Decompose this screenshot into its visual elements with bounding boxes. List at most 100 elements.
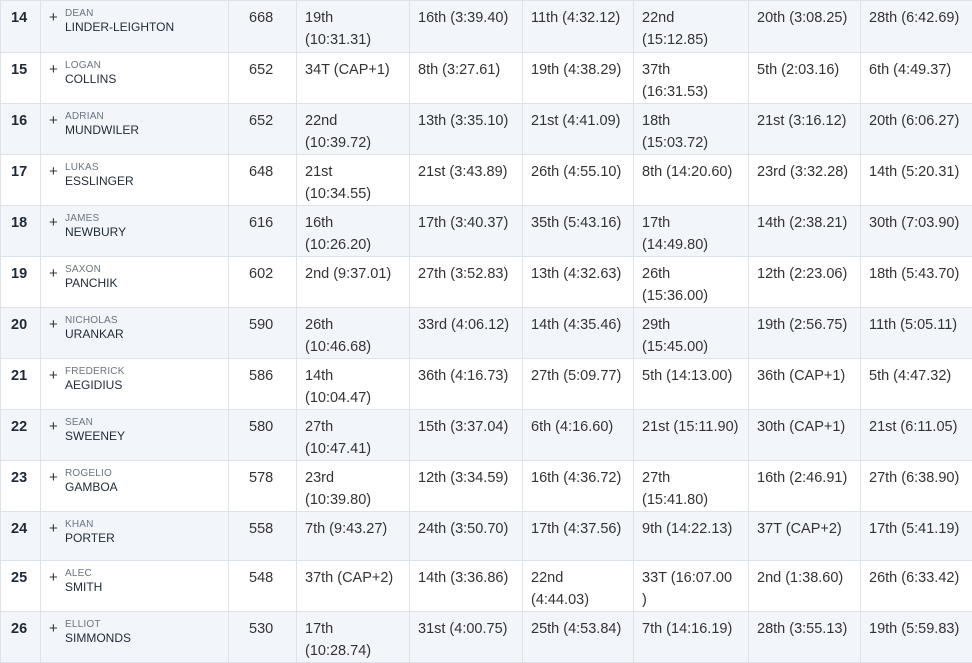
event-3-result-cell: 26th (4:55.10) xyxy=(523,155,634,206)
athlete-first-name: NICHOLAS xyxy=(65,315,124,326)
event-5-result-cell: 20th (3:08.25) xyxy=(749,1,861,53)
event-4-result-cell: 9th (14:22.13) xyxy=(634,512,749,561)
event-4-result-cell: 18th (15:03.72) xyxy=(634,104,749,155)
athlete-last-name: SMITH xyxy=(65,579,102,595)
event-5-result-cell: 30th (CAP+1) xyxy=(749,410,861,461)
rank-cell: 24 xyxy=(1,512,41,561)
athlete-last-name: PANCHIK xyxy=(65,275,117,291)
event-3-result-cell: 27th (5:09.77) xyxy=(523,359,634,410)
athlete-last-name: SIMMONDS xyxy=(65,630,131,646)
event-4-result-cell: 37th (16:31.53) xyxy=(634,53,749,104)
event-6-result-cell: 6th (4:49.37) xyxy=(861,53,972,104)
expand-plus-icon[interactable]: + xyxy=(49,467,65,489)
event-5-result-cell: 36th (CAP+1) xyxy=(749,359,861,410)
athlete-last-name: SWEENEY xyxy=(65,428,125,444)
athlete-last-name: GAMBOA xyxy=(65,479,118,495)
athlete-last-name: LINDER-LEIGHTON xyxy=(65,19,174,35)
expand-plus-icon[interactable]: + xyxy=(49,7,65,29)
expand-plus-icon[interactable]: + xyxy=(49,567,65,589)
expand-plus-icon[interactable]: + xyxy=(49,212,65,234)
athlete-first-name: SEAN xyxy=(65,417,125,428)
expand-plus-icon[interactable]: + xyxy=(49,416,65,438)
event-6-result-cell: 18th (5:43.70) xyxy=(861,257,972,308)
event-3-result-cell: 13th (4:32.63) xyxy=(523,257,634,308)
expand-plus-icon[interactable]: + xyxy=(49,59,65,81)
athlete-last-name: MUNDWILER xyxy=(65,122,139,138)
event-1-result-cell: 27th (10:47.41) xyxy=(297,410,410,461)
event-5-result-cell: 19th (2:56.75) xyxy=(749,308,861,359)
event-3-result-cell: 19th (4:38.29) xyxy=(523,53,634,104)
event-1-result-cell: 19th (10:31.31) xyxy=(297,1,410,53)
event-2-result-cell: 21st (3:43.89) xyxy=(410,155,523,206)
event-5-result-cell: 21st (3:16.12) xyxy=(749,104,861,155)
event-2-result-cell: 17th (3:40.37) xyxy=(410,206,523,257)
event-4-result-cell: 21st (15:11.90) xyxy=(634,410,749,461)
expand-plus-icon[interactable]: + xyxy=(49,365,65,387)
expand-plus-icon[interactable]: + xyxy=(49,618,65,640)
event-1-result-cell: 37th (CAP+2) xyxy=(297,561,410,612)
event-1-result-cell: 17th (10:28.74) xyxy=(297,612,410,663)
event-1-result-cell: 14th (10:04.47) xyxy=(297,359,410,410)
expand-plus-icon[interactable]: + xyxy=(49,161,65,183)
event-6-result-cell: 5th (4:47.32) xyxy=(861,359,972,410)
event-2-result-cell: 15th (3:37.04) xyxy=(410,410,523,461)
athlete-first-name: ADRIAN xyxy=(65,111,139,122)
event-1-result-cell: 22nd (10:39.72) xyxy=(297,104,410,155)
event-6-result-cell: 28th (6:42.69) xyxy=(861,1,972,53)
event-4-result-cell: 33T (16:07.00 ) xyxy=(634,561,749,612)
event-4-result-cell: 8th (14:20.60) xyxy=(634,155,749,206)
event-3-result-cell: 17th (4:37.56) xyxy=(523,512,634,561)
rank-cell: 16 xyxy=(1,104,41,155)
rank-cell: 18 xyxy=(1,206,41,257)
event-4-result-cell: 7th (14:16.19) xyxy=(634,612,749,663)
points-cell: 648 xyxy=(229,155,297,206)
event-1-result-cell: 2nd (9:37.01) xyxy=(297,257,410,308)
event-4-result-cell: 22nd (15:12.85) xyxy=(634,1,749,53)
points-cell: 616 xyxy=(229,206,297,257)
expand-plus-icon[interactable]: + xyxy=(49,314,65,336)
event-6-result-cell: 21st (6:11.05) xyxy=(861,410,972,461)
event-3-result-cell: 11th (4:32.12) xyxy=(523,1,634,53)
expand-plus-icon[interactable]: + xyxy=(49,263,65,285)
expand-plus-icon[interactable]: + xyxy=(49,518,65,540)
expand-plus-icon[interactable]: + xyxy=(49,110,65,132)
event-6-result-cell: 26th (6:33.42) xyxy=(861,561,972,612)
points-cell: 668 xyxy=(229,1,297,53)
event-6-result-cell: 30th (7:03.90) xyxy=(861,206,972,257)
points-cell: 602 xyxy=(229,257,297,308)
event-3-result-cell: 16th (4:36.72) xyxy=(523,461,634,512)
athlete-last-name: AEGIDIUS xyxy=(65,377,125,393)
event-4-result-cell: 29th (15:45.00) xyxy=(634,308,749,359)
athlete-first-name: ROGELIO xyxy=(65,468,118,479)
